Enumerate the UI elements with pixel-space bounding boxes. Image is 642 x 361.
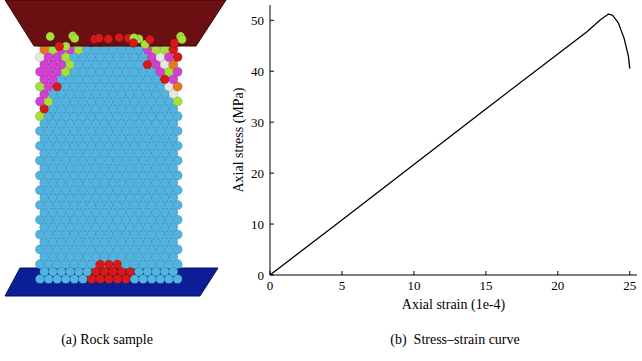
x-tick-label: 0 xyxy=(267,278,274,293)
y-tick-label: 50 xyxy=(251,13,264,28)
x-tick-label: 5 xyxy=(339,278,346,293)
y-tick-label: 10 xyxy=(251,217,264,232)
particle xyxy=(115,33,124,42)
y-tick-label: 20 xyxy=(251,166,264,181)
caption: (a) Rock sample xyxy=(61,332,153,348)
x-axis-label: Axial strain (1e-4) xyxy=(402,297,506,313)
x-tick-label: 25 xyxy=(623,278,636,293)
figure: 0 5 10 15 20 25 0 10 20 30 40 50 Axial strain (1e-4)… xyxy=(0,0,642,361)
y-tick xyxy=(270,224,274,225)
x-axis xyxy=(270,275,637,276)
x-tick xyxy=(341,271,342,275)
particle xyxy=(178,35,187,44)
y-tick xyxy=(270,20,274,21)
particle xyxy=(46,32,55,41)
particle xyxy=(95,34,104,43)
bottom-plate xyxy=(5,268,218,296)
y-axis xyxy=(270,5,271,275)
x-tick-label: 20 xyxy=(551,278,564,293)
x-tick xyxy=(557,271,558,275)
y-tick-label: 0 xyxy=(258,268,265,283)
particle xyxy=(129,39,138,48)
particle xyxy=(70,34,79,43)
chart: 0 5 10 15 20 25 0 10 20 30 40 50 Axial strain (1e-4)… xyxy=(231,5,637,313)
top-plate xyxy=(5,0,226,46)
x-tick xyxy=(413,271,414,275)
x-tick xyxy=(485,271,486,275)
particle xyxy=(146,35,155,44)
plot-area xyxy=(270,14,630,275)
rock-sample xyxy=(5,0,226,296)
page: {"chart_data": {"type": "line", "xlabel"… xyxy=(0,0,642,361)
y-tick-label: 40 xyxy=(251,64,264,79)
y-tick xyxy=(270,173,274,174)
x-tick-label: 15 xyxy=(479,278,492,293)
y-axis-label: Axial stress (MPa) xyxy=(231,87,247,192)
y-tick-label: 30 xyxy=(251,115,264,130)
y-tick xyxy=(270,71,274,72)
particle xyxy=(104,35,113,44)
x-tick-label: 10 xyxy=(407,278,420,293)
y-tick xyxy=(270,122,274,123)
x-tick xyxy=(629,271,630,275)
particle xyxy=(55,42,64,51)
caption: (b) Stress–strain curve xyxy=(390,332,519,348)
particles xyxy=(35,15,182,283)
stress-strain-line xyxy=(270,14,630,275)
